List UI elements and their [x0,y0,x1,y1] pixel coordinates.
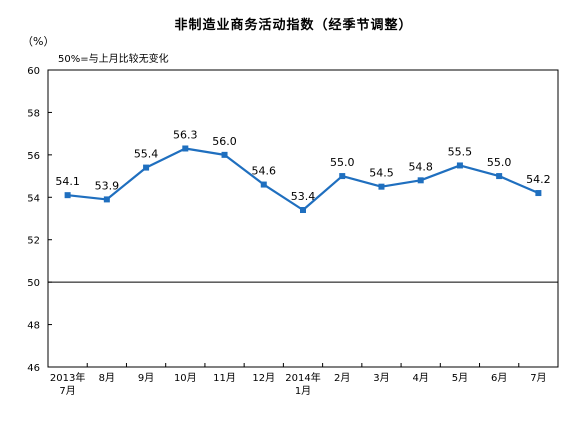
x-tick-label: 11月 [213,372,236,384]
x-tick-label: 7月 [530,372,546,384]
data-point-marker [496,173,503,180]
data-point-marker [143,164,150,171]
data-point-marker [378,183,385,190]
x-tick-label: 12月 [252,372,275,384]
x-tick-label: 10月 [174,372,197,384]
x-tick-label: 6月 [491,372,507,384]
data-point-marker [64,192,71,199]
x-tick-label: 3月 [373,372,389,384]
data-label: 54.6 [252,165,277,178]
data-label: 54.5 [369,167,394,180]
plot-frame [47,69,559,368]
data-point-marker [300,207,306,214]
data-point-marker [417,177,424,184]
y-tick-label: 48 [27,321,40,332]
x-tick-label: 4月 [413,372,429,384]
y-unit-label: （%） [22,35,55,48]
data-point-marker [339,173,346,180]
data-label: 54.2 [526,173,551,186]
data-label: 53.4 [291,190,316,203]
x-tick-label: 5月 [452,372,468,384]
y-tick-label: 54 [27,193,40,204]
chart-title: 非制造业商务活动指数（经季节调整） [174,18,413,33]
y-tick-label: 58 [27,108,40,119]
x-tick-label: 2013年 7月 [50,371,85,397]
data-point-marker [221,151,228,158]
data-label: 56.0 [212,135,237,148]
data-point-marker [535,190,542,197]
data-label: 55.0 [487,156,512,169]
x-tick-label: 9月 [138,372,154,384]
data-label: 55.0 [330,156,355,169]
x-tick-label: 2月 [334,372,350,384]
data-label: 53.9 [95,179,120,192]
y-tick-label: 50 [27,278,40,289]
x-tick-label: 2014年 1月 [285,371,320,397]
data-label: 56.3 [173,128,198,141]
data-label: 55.4 [134,148,159,161]
data-point-marker [103,196,110,203]
data-label: 54.1 [55,175,80,188]
reference-note: 50%=与上月比较无变化 [58,54,169,65]
y-tick-label: 60 [27,66,40,77]
x-tick-label: 8月 [99,372,115,384]
data-point-marker [456,162,463,169]
data-point-marker [260,181,267,188]
y-tick-label: 52 [27,236,40,247]
y-tick-label: 46 [27,363,40,374]
data-label: 54.8 [408,160,433,173]
data-label: 55.5 [448,145,473,158]
data-point-marker [182,145,189,152]
y-tick-label: 56 [27,151,40,162]
